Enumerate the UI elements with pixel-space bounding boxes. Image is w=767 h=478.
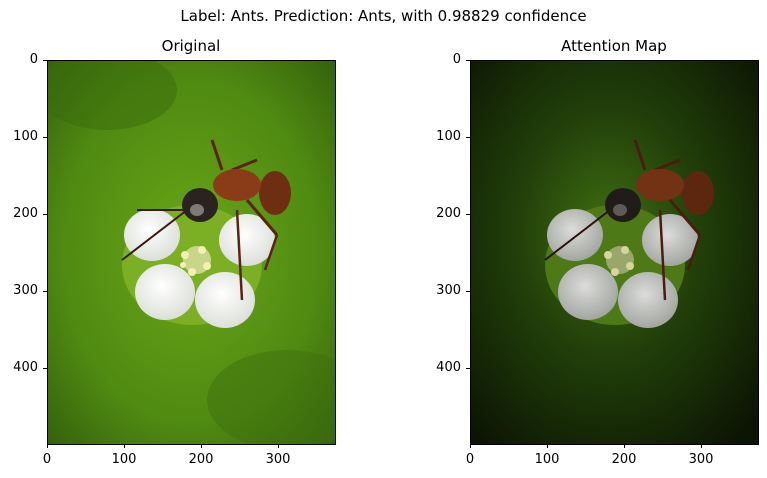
attention-image-panel <box>470 60 759 445</box>
xtick-mark <box>278 444 279 448</box>
ytick-mark <box>43 368 47 369</box>
ytick-mark <box>43 137 47 138</box>
xtick-label: 0 <box>42 452 52 467</box>
xtick-label: 300 <box>265 452 291 467</box>
xtick-label: 0 <box>465 452 475 467</box>
xtick-mark <box>124 444 125 448</box>
ytick-mark <box>466 291 470 292</box>
ant-dimmed <box>544 139 714 301</box>
xtick-label: 200 <box>611 452 637 467</box>
xtick-mark <box>547 444 548 448</box>
original-panel-title: Original <box>161 37 221 55</box>
ant <box>121 139 291 301</box>
original-photo <box>47 60 335 444</box>
ytick-label: 0 <box>29 52 38 67</box>
xtick-label: 300 <box>688 452 714 467</box>
xtick-label: 100 <box>111 452 137 467</box>
ytick-label: 200 <box>436 206 461 221</box>
attention-map-image <box>470 60 758 444</box>
xtick-mark <box>624 444 625 448</box>
ytick-label: 300 <box>436 283 461 298</box>
ytick-mark <box>466 137 470 138</box>
ytick-label: 300 <box>13 283 38 298</box>
ytick-label: 100 <box>13 129 38 144</box>
ytick-mark <box>466 368 470 369</box>
ytick-mark <box>466 214 470 215</box>
xtick-mark <box>701 444 702 448</box>
ytick-mark <box>43 60 47 61</box>
attention-panel-title: Attention Map <box>561 37 667 55</box>
original-image-panel <box>47 60 336 445</box>
xtick-mark <box>470 444 471 448</box>
ytick-label: 400 <box>13 360 38 375</box>
attention-axes-frame <box>470 60 759 445</box>
ytick-label: 0 <box>452 52 461 67</box>
ytick-label: 400 <box>436 360 461 375</box>
ytick-mark <box>466 60 470 61</box>
xtick-label: 100 <box>534 452 560 467</box>
xtick-mark <box>47 444 48 448</box>
figure-suptitle: Label: Ants. Prediction: Ants, with 0.98… <box>180 7 587 25</box>
original-axes-frame <box>47 60 336 445</box>
xtick-mark <box>201 444 202 448</box>
ytick-mark <box>43 214 47 215</box>
ytick-label: 200 <box>13 206 38 221</box>
ytick-mark <box>43 291 47 292</box>
ytick-label: 100 <box>436 129 461 144</box>
xtick-label: 200 <box>188 452 214 467</box>
flower-dimmed <box>545 205 698 328</box>
